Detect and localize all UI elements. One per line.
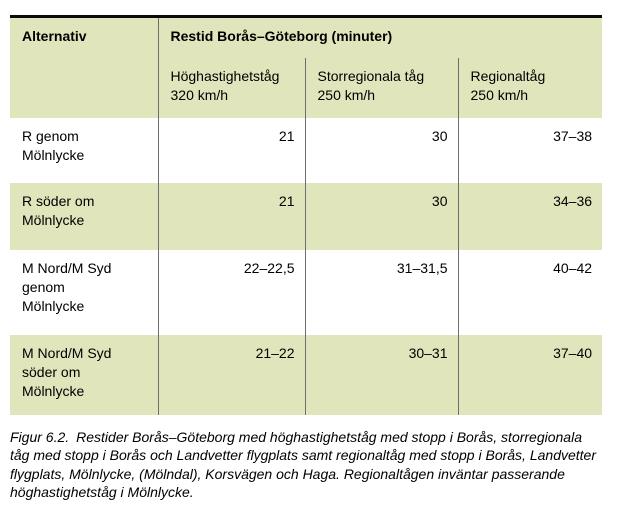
subheader-hoghastighetstag: Höghastighetståg 320 km/h [157,57,305,118]
row-label-r-soder-om: R söder om Mölnlycke [10,182,158,250]
table-header-row: Alternativ Restid Borås–Göteborg (minute… [10,16,603,118]
row-label-m-nord-syd-soder-om: M Nord/M Syd söder om Mölnlycke [10,334,158,415]
figure-6-2: Alternativ Restid Borås–Göteborg (minute… [10,15,603,502]
header-cell-alternativ: Alternativ [10,16,158,118]
row-label-r-genom: R genom Mölnlycke [10,117,158,183]
figure-caption-text: Restider Borås–Göteborg med höghastighet… [10,428,596,501]
value-cell: 40–42 [457,249,603,335]
travel-time-table: Alternativ Restid Borås–Göteborg (minute… [10,15,603,415]
table-row: M Nord/M Syd söder om Mölnlycke 21–22 30… [10,334,603,415]
value-cell: 30 [304,117,458,183]
subheader-storregionala-tag: Storregionala tåg 250 km/h [304,57,458,118]
table-row: M Nord/M Syd genom Mölnlycke 22–22,5 31–… [10,249,603,335]
table-row: R söder om Mölnlycke 21 30 34–36 [10,182,603,250]
value-cell: 21 [157,117,305,183]
value-cell: 30 [304,182,458,250]
table-subheader-row: Höghastighetståg 320 km/h Storregionala … [10,57,603,118]
header-cell-restid: Restid Borås–Göteborg (minuter) [157,16,603,58]
value-cell: 31–31,5 [304,249,458,335]
value-cell: 22–22,5 [157,249,305,335]
subheader-regionaltag: Regionaltåg 250 km/h [457,57,603,118]
value-cell: 37–38 [457,117,603,183]
table-row: R genom Mölnlycke 21 30 37–38 [10,117,603,183]
figure-caption-label: Figur 6.2. [10,428,70,445]
value-cell: 34–36 [457,182,603,250]
value-cell: 21 [157,182,305,250]
value-cell: 21–22 [157,334,305,415]
row-label-m-nord-syd-genom: M Nord/M Syd genom Mölnlycke [10,249,158,335]
value-cell: 37–40 [457,334,603,415]
value-cell: 30–31 [304,334,458,415]
figure-caption: Figur 6.2. Restider Borås–Göteborg med hö… [10,428,602,502]
